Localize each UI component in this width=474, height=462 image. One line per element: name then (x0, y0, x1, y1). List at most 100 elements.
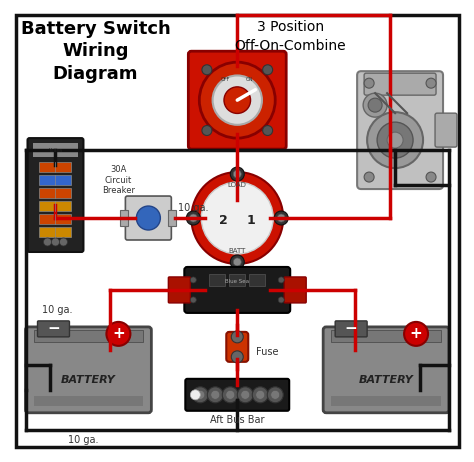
Circle shape (426, 78, 436, 88)
Bar (229, 274, 245, 286)
Text: 10 ga.: 10 ga. (68, 435, 99, 445)
FancyBboxPatch shape (168, 277, 191, 303)
Circle shape (271, 390, 280, 399)
Circle shape (278, 297, 284, 303)
Circle shape (137, 206, 160, 230)
Circle shape (211, 390, 220, 399)
Circle shape (213, 75, 262, 125)
Circle shape (377, 122, 413, 158)
Circle shape (191, 172, 283, 264)
Text: OFF: OFF (221, 77, 230, 82)
Circle shape (52, 238, 59, 246)
Bar (331, 396, 441, 406)
Text: BATTERY: BATTERY (61, 375, 116, 385)
Circle shape (191, 297, 196, 303)
Circle shape (387, 132, 403, 148)
Text: Aft Bus Bar: Aft Bus Bar (210, 415, 264, 425)
Text: Yuasa: Yuasa (48, 147, 63, 152)
Text: 10 ga.: 10 ga. (178, 203, 209, 213)
Bar (33, 143, 79, 157)
Circle shape (426, 172, 436, 182)
Circle shape (191, 277, 196, 283)
Circle shape (199, 62, 275, 138)
Circle shape (231, 351, 243, 363)
Text: 2: 2 (219, 213, 228, 226)
Circle shape (230, 255, 244, 269)
Bar (39, 175, 72, 185)
Circle shape (364, 172, 374, 182)
FancyBboxPatch shape (188, 51, 286, 149)
Circle shape (186, 211, 201, 225)
Circle shape (207, 387, 223, 403)
Circle shape (226, 390, 235, 399)
Text: Fuse: Fuse (256, 347, 279, 357)
Circle shape (202, 126, 212, 135)
FancyBboxPatch shape (357, 71, 443, 189)
Bar (39, 201, 72, 211)
Text: +: + (112, 326, 125, 341)
FancyBboxPatch shape (323, 327, 449, 413)
Circle shape (367, 112, 423, 168)
Circle shape (256, 390, 265, 399)
Circle shape (59, 238, 67, 246)
Circle shape (189, 214, 197, 222)
Text: 3 Position
Off-On-Combine: 3 Position Off-On-Combine (235, 20, 346, 53)
Circle shape (267, 387, 283, 403)
Circle shape (222, 387, 238, 403)
Bar (120, 210, 128, 226)
Circle shape (107, 322, 130, 346)
Bar (39, 162, 72, 172)
Text: Battery Switch
Wiring
Diagram: Battery Switch Wiring Diagram (20, 20, 170, 83)
Circle shape (224, 87, 251, 114)
Circle shape (263, 65, 273, 75)
Text: 1: 1 (247, 213, 255, 226)
Circle shape (230, 167, 244, 181)
Circle shape (191, 390, 201, 400)
Bar (34, 396, 143, 406)
Circle shape (277, 214, 285, 222)
Bar (210, 274, 225, 286)
FancyBboxPatch shape (335, 321, 367, 337)
FancyBboxPatch shape (284, 277, 306, 303)
Bar (168, 210, 176, 226)
FancyBboxPatch shape (126, 196, 171, 240)
Text: ON: ON (246, 77, 253, 82)
Circle shape (202, 65, 212, 75)
Text: BATTERY: BATTERY (359, 375, 413, 385)
Circle shape (274, 211, 288, 225)
Text: +: + (410, 326, 422, 341)
Circle shape (404, 322, 428, 346)
Bar (39, 188, 72, 198)
FancyBboxPatch shape (184, 267, 290, 313)
Text: BATT: BATT (228, 248, 246, 254)
Bar (39, 227, 72, 237)
FancyBboxPatch shape (185, 379, 289, 411)
Circle shape (278, 277, 284, 283)
Text: LOAD: LOAD (228, 182, 246, 188)
Circle shape (363, 93, 387, 117)
Circle shape (201, 182, 273, 254)
Circle shape (233, 170, 241, 178)
Circle shape (231, 331, 243, 343)
Circle shape (196, 390, 205, 399)
Circle shape (252, 387, 268, 403)
Circle shape (237, 387, 253, 403)
Text: −: − (47, 322, 60, 336)
Text: 10 ga.: 10 ga. (43, 305, 73, 315)
Bar (331, 330, 441, 342)
Circle shape (192, 387, 208, 403)
Circle shape (263, 126, 273, 135)
Circle shape (364, 78, 374, 88)
Text: −: − (345, 322, 357, 336)
FancyBboxPatch shape (27, 138, 83, 252)
Circle shape (44, 238, 52, 246)
FancyBboxPatch shape (364, 73, 436, 95)
Circle shape (241, 390, 250, 399)
FancyBboxPatch shape (37, 321, 70, 337)
Text: Blue Sea: Blue Sea (225, 280, 249, 285)
FancyBboxPatch shape (226, 332, 248, 362)
Bar (249, 274, 265, 286)
Bar (39, 214, 72, 224)
FancyBboxPatch shape (435, 113, 457, 147)
Bar (34, 330, 143, 342)
